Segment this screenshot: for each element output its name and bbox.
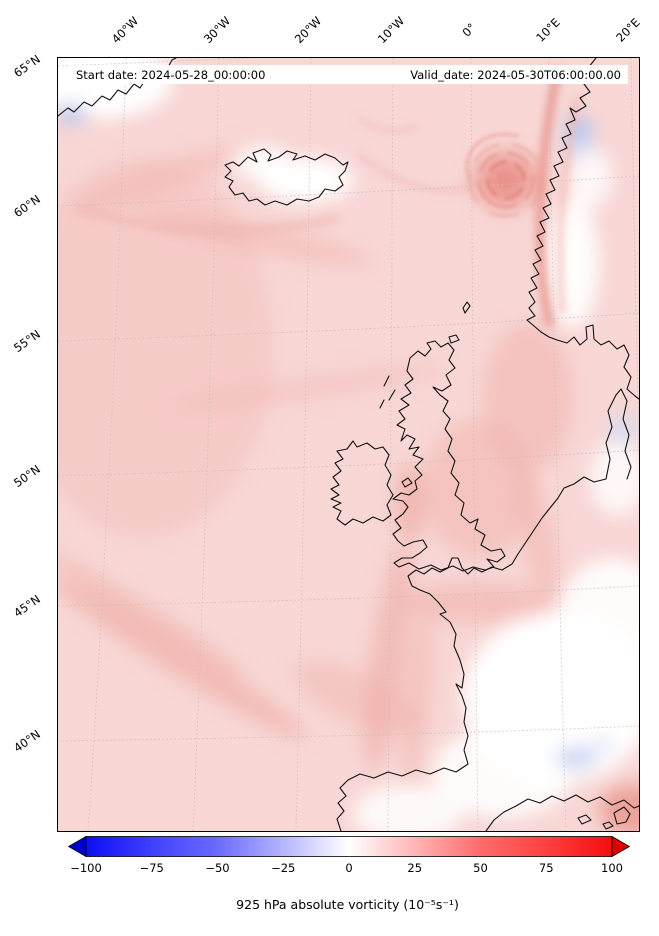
colorbar-tick-label: 75 — [538, 861, 554, 875]
coastline-ireland — [330, 440, 394, 526]
colorbar-tick-label: −50 — [205, 861, 230, 875]
coastline-denmark — [605, 388, 632, 480]
date-strip: Start date: 2024-05-28_00:00:00 Valid_da… — [69, 65, 628, 84]
longitude-tick-label: 20°W — [291, 13, 325, 47]
latitude-tick-label: 60°N — [11, 191, 43, 221]
vorticity-field-layer — [58, 58, 639, 831]
colorbar-tick-label: 25 — [407, 861, 423, 875]
longitude-tick-label: 30°W — [200, 13, 234, 47]
coastline-islands-mediterranean — [577, 806, 631, 830]
latitude-tick-label: 50°N — [11, 461, 43, 491]
longitude-tick-label: 40°W — [108, 13, 142, 47]
latitude-tick-label: 65°N — [11, 51, 43, 81]
colorbar-extend-left — [68, 836, 87, 857]
colorbar-tick-label: 0 — [345, 861, 353, 875]
coastline-iceland — [224, 148, 349, 206]
colorbar-tick-label: 50 — [473, 861, 488, 875]
latitude-tick-label: 55°N — [11, 326, 43, 356]
coastline-hebrides — [379, 375, 396, 409]
colorbar-tick-label: 100 — [601, 861, 623, 875]
vorticity-map-svg — [58, 58, 639, 831]
start-date-label: Start date: 2024-05-28_00:00:00 — [76, 67, 266, 82]
colorbar — [68, 836, 630, 857]
colorbar-caption: 925 hPa absolute vorticity (10⁻⁵s⁻¹) — [236, 897, 459, 912]
coastline-layer — [58, 58, 639, 831]
colorbar-gradient — [85, 836, 613, 857]
longitude-tick-label: 10°W — [374, 13, 408, 47]
map-panel: Start date: 2024-05-28_00:00:00 Valid_da… — [57, 57, 640, 832]
colorbar-tick-label: −100 — [70, 861, 102, 875]
coastline-norway-sweden — [526, 58, 639, 400]
colorbar-tick-label: −75 — [139, 861, 164, 875]
valid-date-label: Valid_date: 2024-05-30T06:00:00.00 — [410, 67, 621, 82]
colorbar-tick-label: −25 — [271, 861, 296, 875]
coastline-shetland — [462, 301, 471, 314]
coastline-continental-west-europe — [336, 476, 607, 831]
coastline-great-britain — [392, 340, 506, 572]
coastline-orkney — [448, 334, 460, 344]
latitude-tick-label: 45°N — [11, 591, 43, 621]
cyclone-swirl-icon — [465, 132, 544, 218]
colorbar-extend-right — [611, 836, 630, 857]
colorbar-tick-labels: −100 −75 −50 −25 0 25 50 75 100 — [70, 861, 623, 876]
coastline-mediterranean — [485, 794, 639, 831]
graticule-layer — [58, 58, 639, 831]
longitude-tick-label: 0° — [459, 20, 479, 40]
longitude-tick-label: 10°E — [533, 15, 563, 45]
longitude-tick-label: 20°E — [613, 15, 643, 45]
latitude-tick-label: 40°N — [11, 726, 43, 756]
coastline-isle-of-man — [401, 477, 413, 488]
